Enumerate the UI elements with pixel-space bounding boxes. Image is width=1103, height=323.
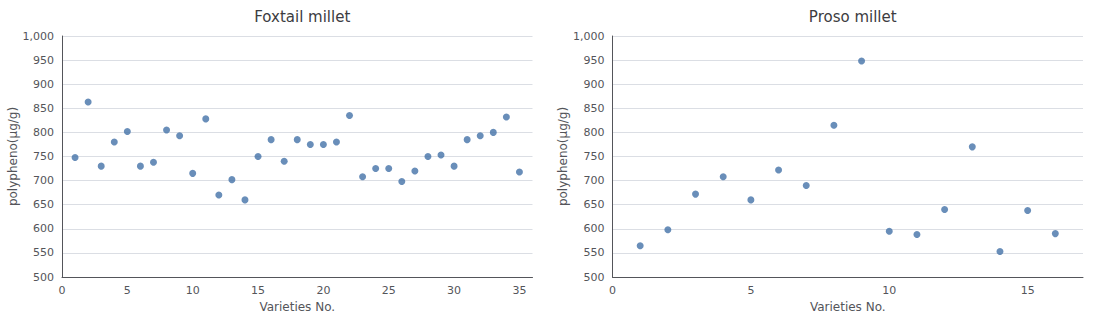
svg-text:500: 500 <box>33 271 54 284</box>
svg-text:5: 5 <box>747 284 754 297</box>
svg-text:950: 950 <box>33 54 54 67</box>
svg-text:750: 750 <box>33 150 54 163</box>
svg-text:900: 900 <box>584 78 605 91</box>
svg-text:20: 20 <box>316 284 330 297</box>
svg-text:35: 35 <box>512 284 526 297</box>
svg-text:Varieties No.: Varieties No. <box>810 300 886 314</box>
svg-text:1,000: 1,000 <box>573 30 605 43</box>
svg-text:30: 30 <box>447 284 461 297</box>
svg-text:Foxtail millet: Foxtail millet <box>254 8 350 26</box>
svg-text:650: 650 <box>584 198 605 211</box>
svg-text:0: 0 <box>609 284 616 297</box>
svg-text:polypheno(μg/g): polypheno(μg/g) <box>556 107 570 206</box>
svg-text:800: 800 <box>584 126 605 139</box>
svg-text:10: 10 <box>186 284 200 297</box>
svg-text:600: 600 <box>33 222 54 235</box>
svg-text:800: 800 <box>33 126 54 139</box>
svg-text:850: 850 <box>584 102 605 115</box>
svg-text:500: 500 <box>584 271 605 284</box>
svg-text:900: 900 <box>33 78 54 91</box>
svg-text:550: 550 <box>33 246 54 259</box>
svg-text:700: 700 <box>584 174 605 187</box>
svg-text:25: 25 <box>382 284 396 297</box>
svg-text:0: 0 <box>59 284 66 297</box>
svg-text:1,000: 1,000 <box>23 30 55 43</box>
svg-text:10: 10 <box>882 284 896 297</box>
svg-text:850: 850 <box>33 102 54 115</box>
svg-text:15: 15 <box>1021 284 1035 297</box>
svg-text:650: 650 <box>33 198 54 211</box>
svg-text:750: 750 <box>584 150 605 163</box>
svg-text:15: 15 <box>251 284 265 297</box>
svg-text:700: 700 <box>33 174 54 187</box>
svg-text:550: 550 <box>584 246 605 259</box>
svg-text:Proso millet: Proso millet <box>809 8 897 26</box>
svg-text:950: 950 <box>584 54 605 67</box>
svg-text:600: 600 <box>584 222 605 235</box>
svg-text:5: 5 <box>124 284 131 297</box>
svg-text:polypheno(μg/g): polypheno(μg/g) <box>6 107 20 206</box>
svg-text:Varieties No.: Varieties No. <box>259 300 335 314</box>
